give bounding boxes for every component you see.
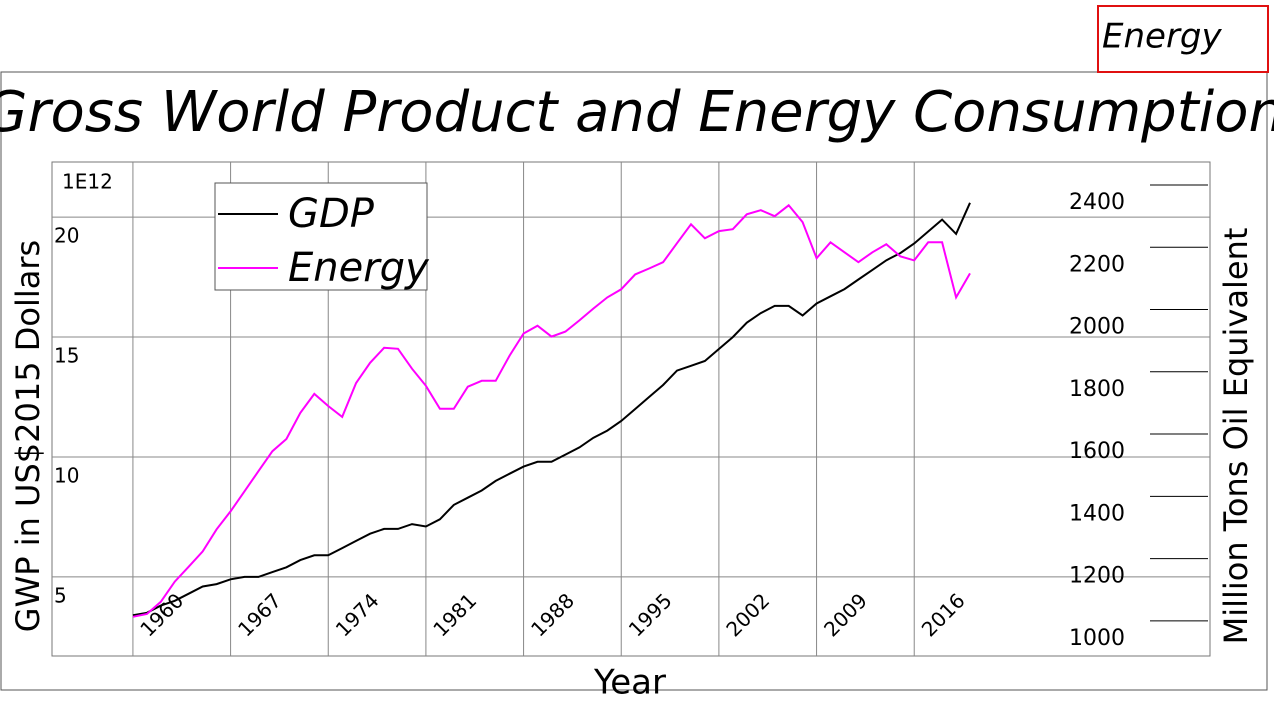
legend: GDP Energy — [214, 182, 430, 291]
y2-tick-label: 1200 — [1069, 564, 1125, 589]
x-tick-label: 2016 — [917, 588, 970, 641]
y2-tick-label: 1800 — [1069, 377, 1125, 402]
window-tab[interactable] — [1097, 5, 1269, 73]
chart-title: Gross World Product and Energy Consumpti… — [0, 80, 1274, 145]
x-axis-label: Year — [593, 663, 666, 703]
x-tick-label: 1988 — [526, 588, 579, 641]
y-tick-label: 15 — [54, 344, 79, 368]
y2-tick-label: 1400 — [1069, 501, 1125, 526]
legend-box — [214, 182, 428, 291]
x-tick-label: 1995 — [624, 588, 677, 641]
y2-tick-label: 2000 — [1069, 315, 1125, 340]
y2-tick-label: 1600 — [1069, 439, 1125, 464]
window-label: Energy — [1102, 17, 1223, 57]
x-tick-label: 2009 — [819, 588, 872, 641]
y-multiplier: 1E12 — [62, 170, 113, 194]
series-line — [132, 202, 971, 617]
y-tick-label: 5 — [54, 583, 67, 607]
x-tick-label: 2002 — [721, 588, 774, 641]
plot-frame — [51, 161, 1211, 657]
y2-tick-label: 2200 — [1069, 252, 1125, 277]
series-line — [132, 203, 971, 618]
y-tick-label: 20 — [54, 224, 79, 248]
y2-tick-label: 2400 — [1069, 190, 1125, 215]
legend-label: Energy — [288, 245, 430, 291]
y2-tick-label: 1000 — [1069, 626, 1125, 651]
x-tick-label: 1974 — [331, 588, 384, 641]
x-tick-label: 1967 — [233, 588, 286, 641]
y-axis-label: GWP in US$2015 Dollars — [9, 240, 47, 632]
legend-label: GDP — [288, 191, 375, 237]
x-tick-label: 1981 — [428, 588, 481, 641]
y2-axis-label: Million Tons Oil Equivalent — [1217, 228, 1255, 645]
window-frame — [0, 71, 1268, 691]
y-tick-label: 10 — [54, 463, 79, 487]
